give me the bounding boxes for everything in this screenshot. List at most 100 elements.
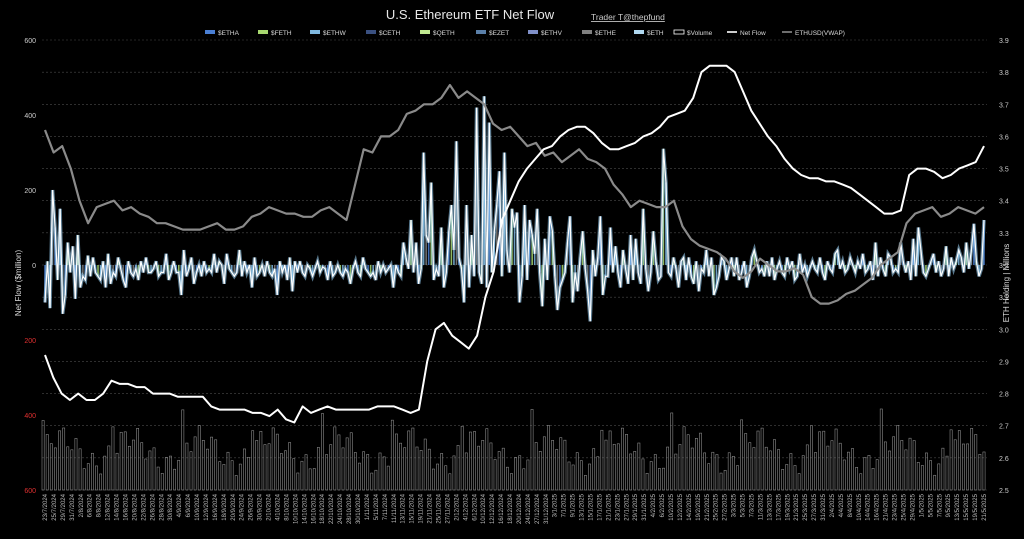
volume-bar [156,466,160,491]
volume-bar [773,439,776,491]
x-tick-label: 9/1/2025 [571,493,577,517]
volume-bar [690,447,694,491]
net-flow-bar [925,265,927,277]
volume-bar [411,427,415,491]
volume-bar [370,472,374,491]
volume-bar [78,448,82,491]
legend-label: $ETHV [541,30,563,37]
legend-label: $ETHW [323,30,347,37]
x-tick-label: 19/3/2025 [785,493,791,520]
volume-bar [152,447,156,491]
y-tick-label: 600 [24,488,36,495]
x-tick-label: 16/10/2024 [311,493,317,524]
volume-bar [863,457,867,491]
x-tick-label: 2/4/2025 [830,493,836,517]
volume-bar [173,468,176,491]
volume-bar [789,453,793,491]
x-tick-label: 20/8/2024 [132,493,138,520]
volume-bar [382,456,386,491]
volume-bar [436,463,439,491]
x-tick-label: 22/8/2024 [141,493,147,520]
x-tick-label: 4/4/2025 [839,493,845,517]
x-tick-label: 1/11/2024 [365,493,371,520]
volume-bar [637,442,641,491]
volume-bar [592,448,596,491]
volume-bar [748,442,752,491]
x-tick-label: 4/10/2024 [276,493,282,520]
x-tick-label: 17/1/2025 [597,493,603,520]
volume-bar [181,409,185,491]
volume-bar [448,473,452,491]
legend-label: $CETH [379,30,401,37]
x-tick-label: 13/5/2025 [955,493,961,520]
volume-bar [699,432,702,491]
volume-bar [99,473,103,491]
volume-bar [563,439,567,491]
volume-bar [201,440,205,491]
volume-bar [571,464,575,491]
volume-bar [818,431,822,491]
volume-bar [662,467,665,491]
x-tick-label: 31/1/2025 [642,493,648,520]
x-tick-label: 18/9/2024 [222,493,228,520]
volume-bar [551,440,554,491]
y2-tick-label: 3.1 [999,295,1009,302]
volume-bar [534,442,538,491]
net-flow-bar [574,265,576,273]
x-tick-label: 31/7/2024 [70,493,76,520]
legend-swatch [528,30,538,34]
volume-bar [300,460,304,491]
volume-bar [875,459,879,491]
volume-bar [916,462,920,491]
volume-bar [82,468,86,491]
volume-bar [341,447,345,491]
volume-bar [243,448,246,491]
volume-bar [489,442,493,491]
volume-bar [588,463,591,491]
y2-tick-label: 3.4 [999,199,1009,206]
volume-bar [526,459,530,491]
x-tick-label: 31/12/2024 [544,493,550,524]
x-tick-label: 6/8/2024 [88,493,94,517]
x-tick-label: 21/4/2025 [884,493,890,520]
volume-bar [403,447,407,491]
volume-bar [559,437,563,491]
volume-bar [670,412,674,491]
volume-bar [633,451,637,491]
volume-bar [263,444,267,491]
y-tick-label: 400 [24,113,36,120]
x-tick-label: 15/1/2025 [589,493,595,520]
volume-bar [518,455,522,491]
x-tick-label: 11/11/2024 [392,493,398,523]
x-tick-label: 3/3/2025 [732,493,738,517]
volume-bar [399,442,402,491]
volume-bar [744,433,748,491]
volume-bar [760,427,764,491]
x-tick-label: 13/3/2025 [767,493,773,520]
y2-tick-label: 3.2 [999,263,1009,270]
volume-bar [859,473,863,491]
net-flow-bar [347,265,349,273]
x-tick-label: 15/11/2024 [410,493,416,523]
net-flow-bar [273,265,276,269]
volume-bar [719,472,723,491]
x-tick-label: 8/8/2024 [97,493,103,517]
volume-bar [91,452,94,491]
volume-bar [74,438,78,491]
volume-bar [608,430,612,491]
volume-bar [740,419,743,491]
volume-bar [115,452,119,491]
volume-bar [148,450,152,491]
volume-bar [349,432,353,491]
y2-tick-label: 3.3 [999,231,1009,238]
volume-bar [826,445,830,491]
x-tick-label: 10/10/2024 [293,493,299,524]
volume-bar [247,457,250,491]
y2-tick-label: 3.8 [999,70,1009,77]
legend-label: ETHUSD(VWAP) [795,30,845,37]
volume-bar [185,442,189,491]
volume-bar [686,434,690,491]
legend-swatch [258,30,268,34]
eth-holding-line [44,64,985,424]
volume-bar [62,427,66,491]
